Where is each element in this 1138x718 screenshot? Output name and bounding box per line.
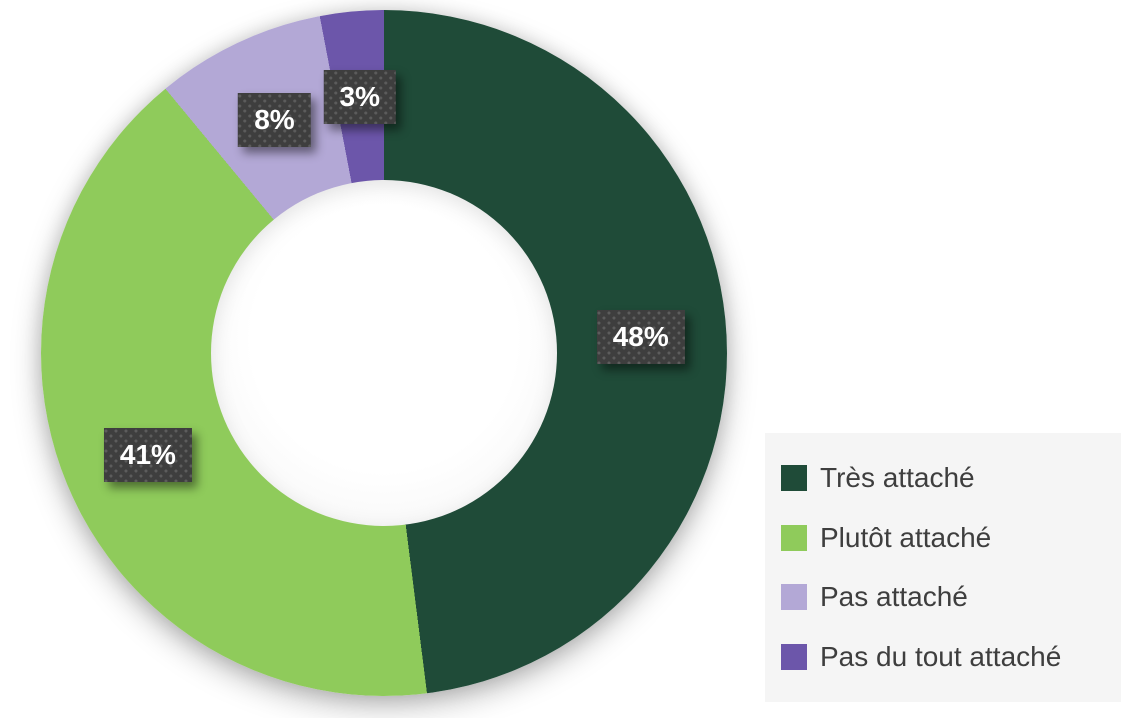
legend-label: Pas attaché — [820, 581, 968, 613]
legend-item: Pas attaché — [765, 577, 1121, 617]
data-label: 8% — [238, 93, 310, 147]
donut-ring — [41, 10, 727, 696]
legend-item: Très attaché — [765, 458, 1121, 498]
legend-item: Plutôt attaché — [765, 518, 1121, 558]
legend-swatch-icon — [781, 584, 807, 611]
legend-swatch-icon — [781, 524, 807, 551]
legend-label: Pas du tout attaché — [820, 640, 1062, 672]
legend-label: Plutôt attaché — [820, 521, 992, 553]
chart-legend: Très attaché Plutôt attaché Pas attaché Pas… — [765, 433, 1121, 702]
data-label: 3% — [324, 70, 396, 124]
data-label: 41% — [104, 428, 192, 482]
legend-item: Pas du tout attaché — [765, 637, 1121, 677]
donut-hole — [211, 180, 557, 526]
legend-swatch-icon — [781, 465, 807, 492]
legend-label: Très attaché — [820, 462, 975, 494]
legend-swatch-icon — [781, 643, 807, 670]
data-label: 48% — [597, 310, 685, 364]
